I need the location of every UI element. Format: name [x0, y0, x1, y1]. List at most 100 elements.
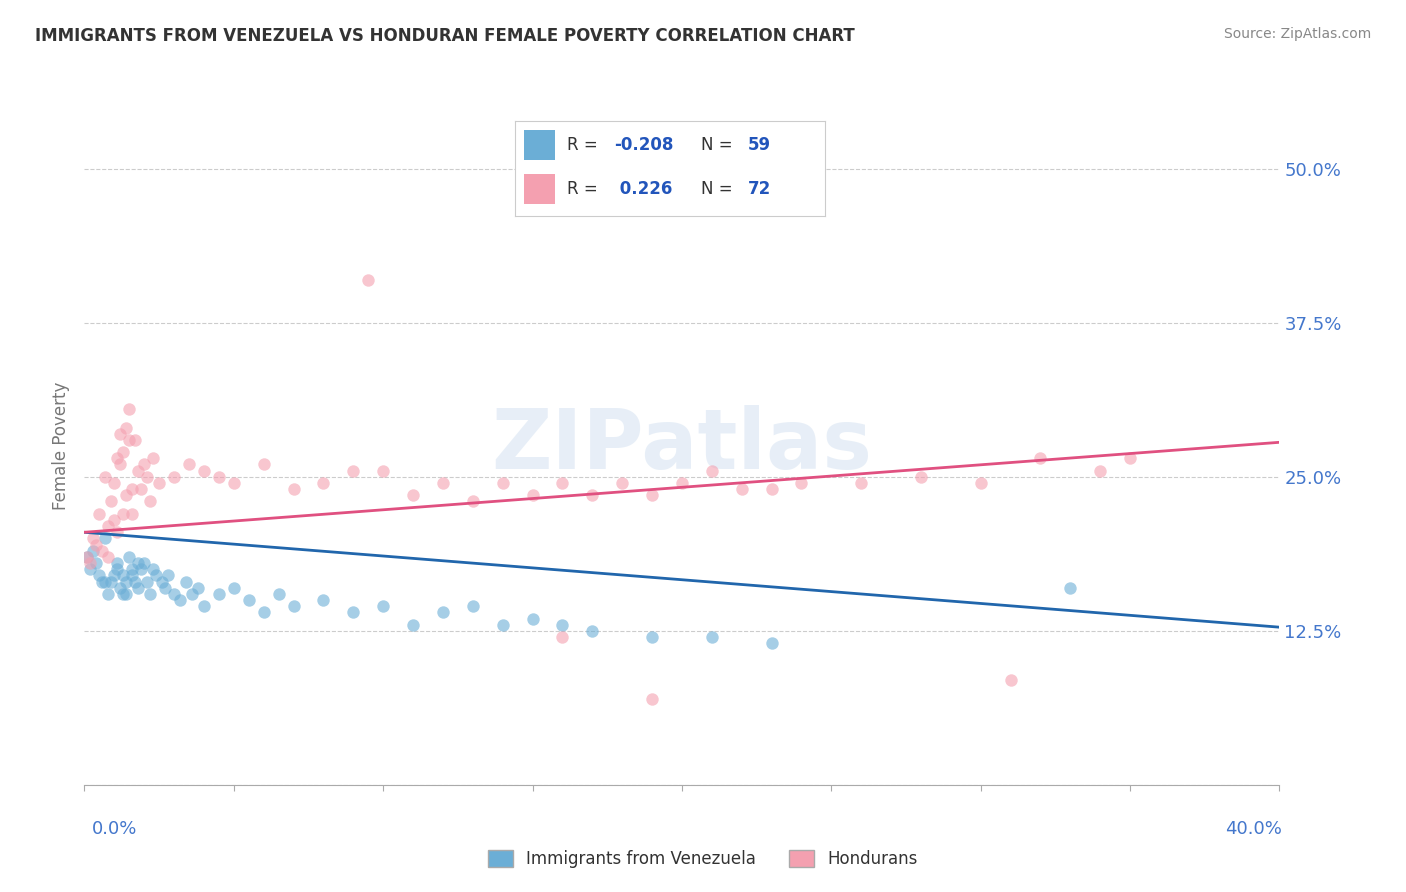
Point — [177, 458, 200, 472]
Point — [115, 587, 138, 601]
Point — [150, 574, 173, 589]
Point — [612, 475, 634, 490]
Point — [105, 525, 128, 540]
Point — [461, 494, 484, 508]
Point — [79, 556, 101, 570]
Point — [551, 475, 574, 490]
Point — [145, 568, 167, 582]
Point — [1119, 451, 1142, 466]
Text: 40.0%: 40.0% — [1226, 820, 1282, 838]
Point — [253, 606, 276, 620]
Point — [86, 556, 108, 570]
Point — [136, 470, 159, 484]
Text: 0.0%: 0.0% — [91, 820, 136, 838]
Point — [238, 593, 260, 607]
Point — [76, 549, 98, 564]
Point — [121, 562, 143, 576]
Point — [492, 475, 515, 490]
Point — [432, 475, 454, 490]
Point — [910, 470, 932, 484]
Point — [118, 402, 141, 417]
Point — [112, 568, 135, 582]
Point — [103, 513, 125, 527]
Point — [82, 532, 104, 546]
Point — [89, 568, 111, 582]
Point — [136, 574, 159, 589]
Point — [139, 587, 162, 601]
Point — [121, 507, 143, 521]
Point — [731, 482, 754, 496]
Point — [142, 562, 165, 576]
Point — [641, 691, 664, 706]
Point — [76, 549, 98, 564]
Point — [100, 574, 122, 589]
Point — [148, 475, 170, 490]
Text: Source: ZipAtlas.com: Source: ZipAtlas.com — [1223, 27, 1371, 41]
Point — [851, 475, 873, 490]
Point — [97, 549, 120, 564]
Point — [124, 574, 146, 589]
Point — [110, 458, 132, 472]
Point — [581, 624, 603, 638]
Point — [641, 488, 664, 502]
Point — [181, 587, 204, 601]
Point — [342, 606, 364, 620]
Text: IMMIGRANTS FROM VENEZUELA VS HONDURAN FEMALE POVERTY CORRELATION CHART: IMMIGRANTS FROM VENEZUELA VS HONDURAN FE… — [35, 27, 855, 45]
Point — [127, 581, 149, 595]
Point — [208, 470, 231, 484]
Point — [222, 581, 245, 595]
Point — [139, 494, 162, 508]
Point — [222, 475, 245, 490]
Point — [129, 562, 152, 576]
Point — [142, 451, 165, 466]
Point — [700, 464, 723, 478]
Point — [357, 272, 380, 286]
Point — [110, 581, 132, 595]
Point — [112, 507, 135, 521]
Point — [163, 470, 186, 484]
Point — [174, 574, 197, 589]
Point — [132, 458, 156, 472]
Point — [402, 617, 425, 632]
Point — [100, 494, 122, 508]
Point — [522, 611, 544, 625]
Point — [283, 482, 305, 496]
Point — [118, 549, 141, 564]
Point — [208, 587, 231, 601]
Point — [187, 581, 209, 595]
Point — [267, 587, 290, 601]
Point — [432, 606, 454, 620]
Point — [103, 568, 125, 582]
Point — [461, 599, 484, 614]
Point — [551, 617, 574, 632]
Point — [1029, 451, 1052, 466]
Point — [253, 458, 276, 472]
Point — [97, 587, 120, 601]
Text: ZIPatlas: ZIPatlas — [492, 406, 872, 486]
Point — [91, 574, 114, 589]
Point — [94, 532, 117, 546]
Point — [163, 587, 186, 601]
Point — [153, 581, 176, 595]
Point — [373, 464, 395, 478]
Point — [193, 464, 215, 478]
Point — [402, 488, 425, 502]
Point — [551, 630, 574, 644]
Point — [105, 451, 128, 466]
Point — [373, 599, 395, 614]
Point — [118, 433, 141, 447]
Point — [94, 574, 117, 589]
Point — [283, 599, 305, 614]
Point — [121, 482, 143, 496]
Point — [157, 568, 180, 582]
Point — [312, 475, 335, 490]
Point — [581, 488, 603, 502]
Point — [121, 568, 143, 582]
Point — [112, 445, 135, 459]
Point — [193, 599, 215, 614]
Point — [105, 556, 128, 570]
Point — [82, 543, 104, 558]
Point — [1059, 581, 1081, 595]
Point — [790, 475, 813, 490]
Point — [115, 574, 138, 589]
